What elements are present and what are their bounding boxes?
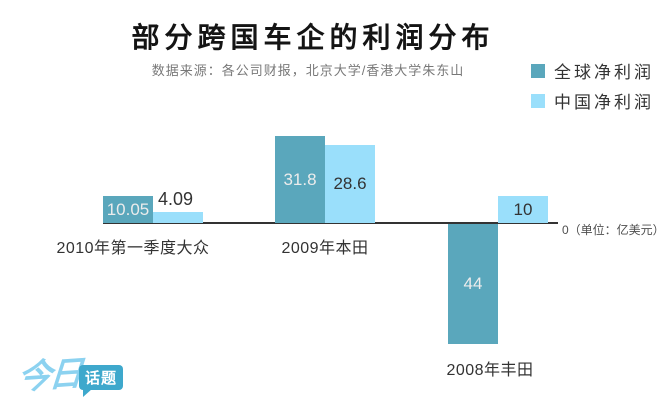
bar-china-0: 4.09 xyxy=(153,189,203,223)
legend-label-china: 中国净利润 xyxy=(554,93,654,112)
bar-global-1: 31.8 xyxy=(275,136,325,223)
category-label: 2009年本田 xyxy=(281,240,369,257)
category-label: 2010年第一季度大众 xyxy=(56,240,210,257)
logo-script-text: 今日 xyxy=(16,354,82,398)
legend-label-global: 全球净利润 xyxy=(554,63,654,82)
axis-unit-label: 0（单位：亿美元） xyxy=(562,223,660,237)
bar-value-label: 28.6 xyxy=(333,174,367,193)
bar-global-0: 10.05 xyxy=(103,196,153,223)
bar-china-2: 10 xyxy=(498,196,548,223)
legend-item-china: 中国净利润 xyxy=(531,93,654,112)
bar-value-label: 10 xyxy=(513,199,533,219)
bar-global-2: 44 xyxy=(448,224,498,344)
category-label: 2008年丰田 xyxy=(446,362,534,379)
bar-value-label: 10.05 xyxy=(106,199,150,219)
bar-value-label: 44 xyxy=(463,274,483,293)
global-profit-swatch-icon xyxy=(531,63,545,78)
legend-item-global: 全球净利润 xyxy=(531,63,654,82)
logo-speech-bubble: 话题 xyxy=(79,365,124,397)
bar-china-1: 28.6 xyxy=(325,145,375,223)
bar-value-label: 31.8 xyxy=(283,169,317,189)
bar-value-label: 4.09 xyxy=(158,189,194,209)
jinri-huati-logo: 今日 话题 xyxy=(16,348,146,398)
chart-subtitle: 数据来源：各公司财报，北京大学/香港大学朱东山 xyxy=(151,63,465,78)
china-profit-swatch-icon xyxy=(531,93,545,108)
legend: 全球净利润 中国净利润 xyxy=(531,63,654,123)
chart-title: 部分跨国车企的利润分布 xyxy=(131,22,495,53)
